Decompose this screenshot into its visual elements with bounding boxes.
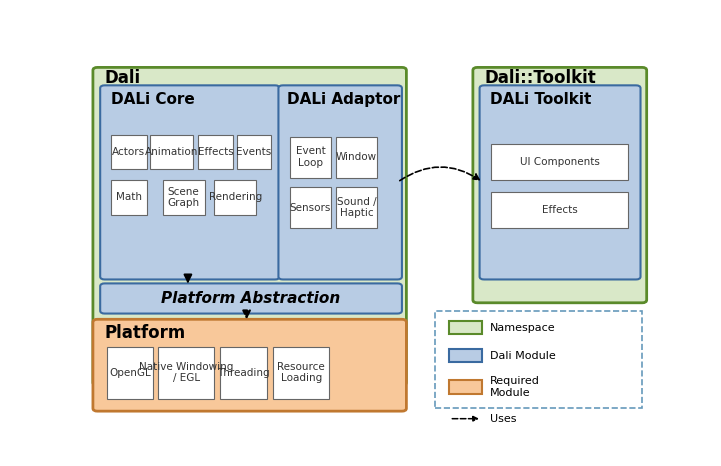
Text: Sound /
Haptic: Sound / Haptic: [337, 197, 376, 219]
Text: Animation: Animation: [146, 147, 199, 157]
Text: Dali::Toolkit: Dali::Toolkit: [484, 69, 596, 87]
Bar: [449, 349, 482, 363]
Bar: [290, 187, 331, 228]
Text: Effects: Effects: [542, 205, 578, 215]
Text: Uses: Uses: [490, 414, 516, 424]
FancyBboxPatch shape: [473, 68, 647, 303]
Text: Platform: Platform: [105, 324, 186, 342]
Text: DALi Adaptor: DALi Adaptor: [288, 92, 401, 107]
Bar: [491, 192, 628, 228]
FancyBboxPatch shape: [479, 85, 640, 280]
Text: Threading: Threading: [217, 368, 270, 377]
Bar: [290, 137, 331, 178]
Text: DALi Toolkit: DALi Toolkit: [490, 92, 592, 107]
Bar: [449, 380, 482, 394]
FancyBboxPatch shape: [93, 68, 407, 385]
FancyBboxPatch shape: [100, 85, 280, 280]
FancyBboxPatch shape: [93, 319, 407, 411]
Text: Window: Window: [336, 152, 377, 162]
Bar: [435, 311, 642, 408]
Bar: [159, 347, 214, 398]
Text: Platform Abstraction: Platform Abstraction: [162, 291, 341, 306]
Text: Scene
Graph: Scene Graph: [168, 187, 200, 208]
Text: Events: Events: [236, 147, 272, 157]
Bar: [336, 187, 377, 228]
Text: DALi Core: DALi Core: [111, 92, 195, 107]
Text: Resource
Loading: Resource Loading: [278, 362, 325, 384]
Bar: [198, 135, 233, 169]
Text: OpenGL: OpenGL: [109, 368, 151, 377]
Bar: [237, 135, 270, 169]
Bar: [151, 135, 193, 169]
Text: Required
Module: Required Module: [490, 377, 539, 398]
Text: Event
Loop: Event Loop: [296, 146, 325, 168]
Bar: [491, 144, 628, 180]
Text: Effects: Effects: [198, 147, 234, 157]
Bar: [214, 180, 256, 214]
Text: Actors: Actors: [112, 147, 146, 157]
Bar: [111, 135, 146, 169]
Bar: [221, 347, 267, 398]
Text: Dali Module: Dali Module: [490, 350, 555, 361]
Text: Math: Math: [116, 192, 142, 202]
Text: Dali: Dali: [105, 69, 141, 87]
FancyBboxPatch shape: [100, 283, 402, 314]
Text: Rendering: Rendering: [208, 192, 262, 202]
Bar: [336, 137, 377, 178]
Text: Native Windowing
/ EGL: Native Windowing / EGL: [139, 362, 234, 384]
Text: Namespace: Namespace: [490, 322, 555, 333]
Bar: [449, 321, 482, 335]
FancyBboxPatch shape: [278, 85, 402, 280]
Text: UI Components: UI Components: [520, 157, 600, 167]
Bar: [163, 180, 205, 214]
Bar: [111, 180, 146, 214]
Bar: [273, 347, 329, 398]
Text: Sensors: Sensors: [290, 203, 331, 212]
Bar: [107, 347, 154, 398]
